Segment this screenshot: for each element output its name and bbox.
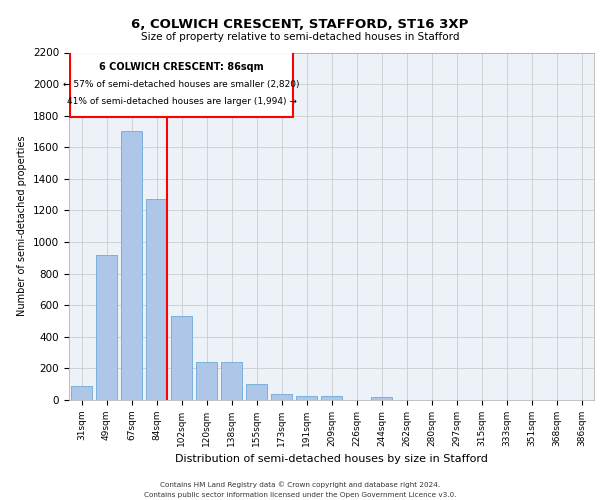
Text: Contains HM Land Registry data © Crown copyright and database right 2024.: Contains HM Land Registry data © Crown c… [160, 481, 440, 488]
Text: 41% of semi-detached houses are larger (1,994) →: 41% of semi-detached houses are larger (… [67, 96, 296, 106]
Bar [296, 396, 317, 400]
Bar [221, 362, 242, 400]
Text: Size of property relative to semi-detached houses in Stafford: Size of property relative to semi-detach… [141, 32, 459, 42]
Bar [196, 362, 217, 400]
Bar [70, 52, 293, 118]
Text: Contains public sector information licensed under the Open Government Licence v3: Contains public sector information licen… [144, 492, 456, 498]
Bar [71, 386, 92, 400]
Bar [146, 200, 167, 400]
Text: ← 57% of semi-detached houses are smaller (2,820): ← 57% of semi-detached houses are smalle… [63, 80, 300, 88]
Bar [121, 132, 142, 400]
Y-axis label: Number of semi-detached properties: Number of semi-detached properties [17, 136, 28, 316]
Bar [271, 394, 292, 400]
Bar [171, 316, 192, 400]
Bar [321, 396, 342, 400]
Text: 6, COLWICH CRESCENT, STAFFORD, ST16 3XP: 6, COLWICH CRESCENT, STAFFORD, ST16 3XP [131, 18, 469, 30]
Bar [371, 397, 392, 400]
X-axis label: Distribution of semi-detached houses by size in Stafford: Distribution of semi-detached houses by … [175, 454, 488, 464]
Bar [246, 384, 267, 400]
Bar [96, 254, 117, 400]
Text: 6 COLWICH CRESCENT: 86sqm: 6 COLWICH CRESCENT: 86sqm [99, 62, 264, 72]
